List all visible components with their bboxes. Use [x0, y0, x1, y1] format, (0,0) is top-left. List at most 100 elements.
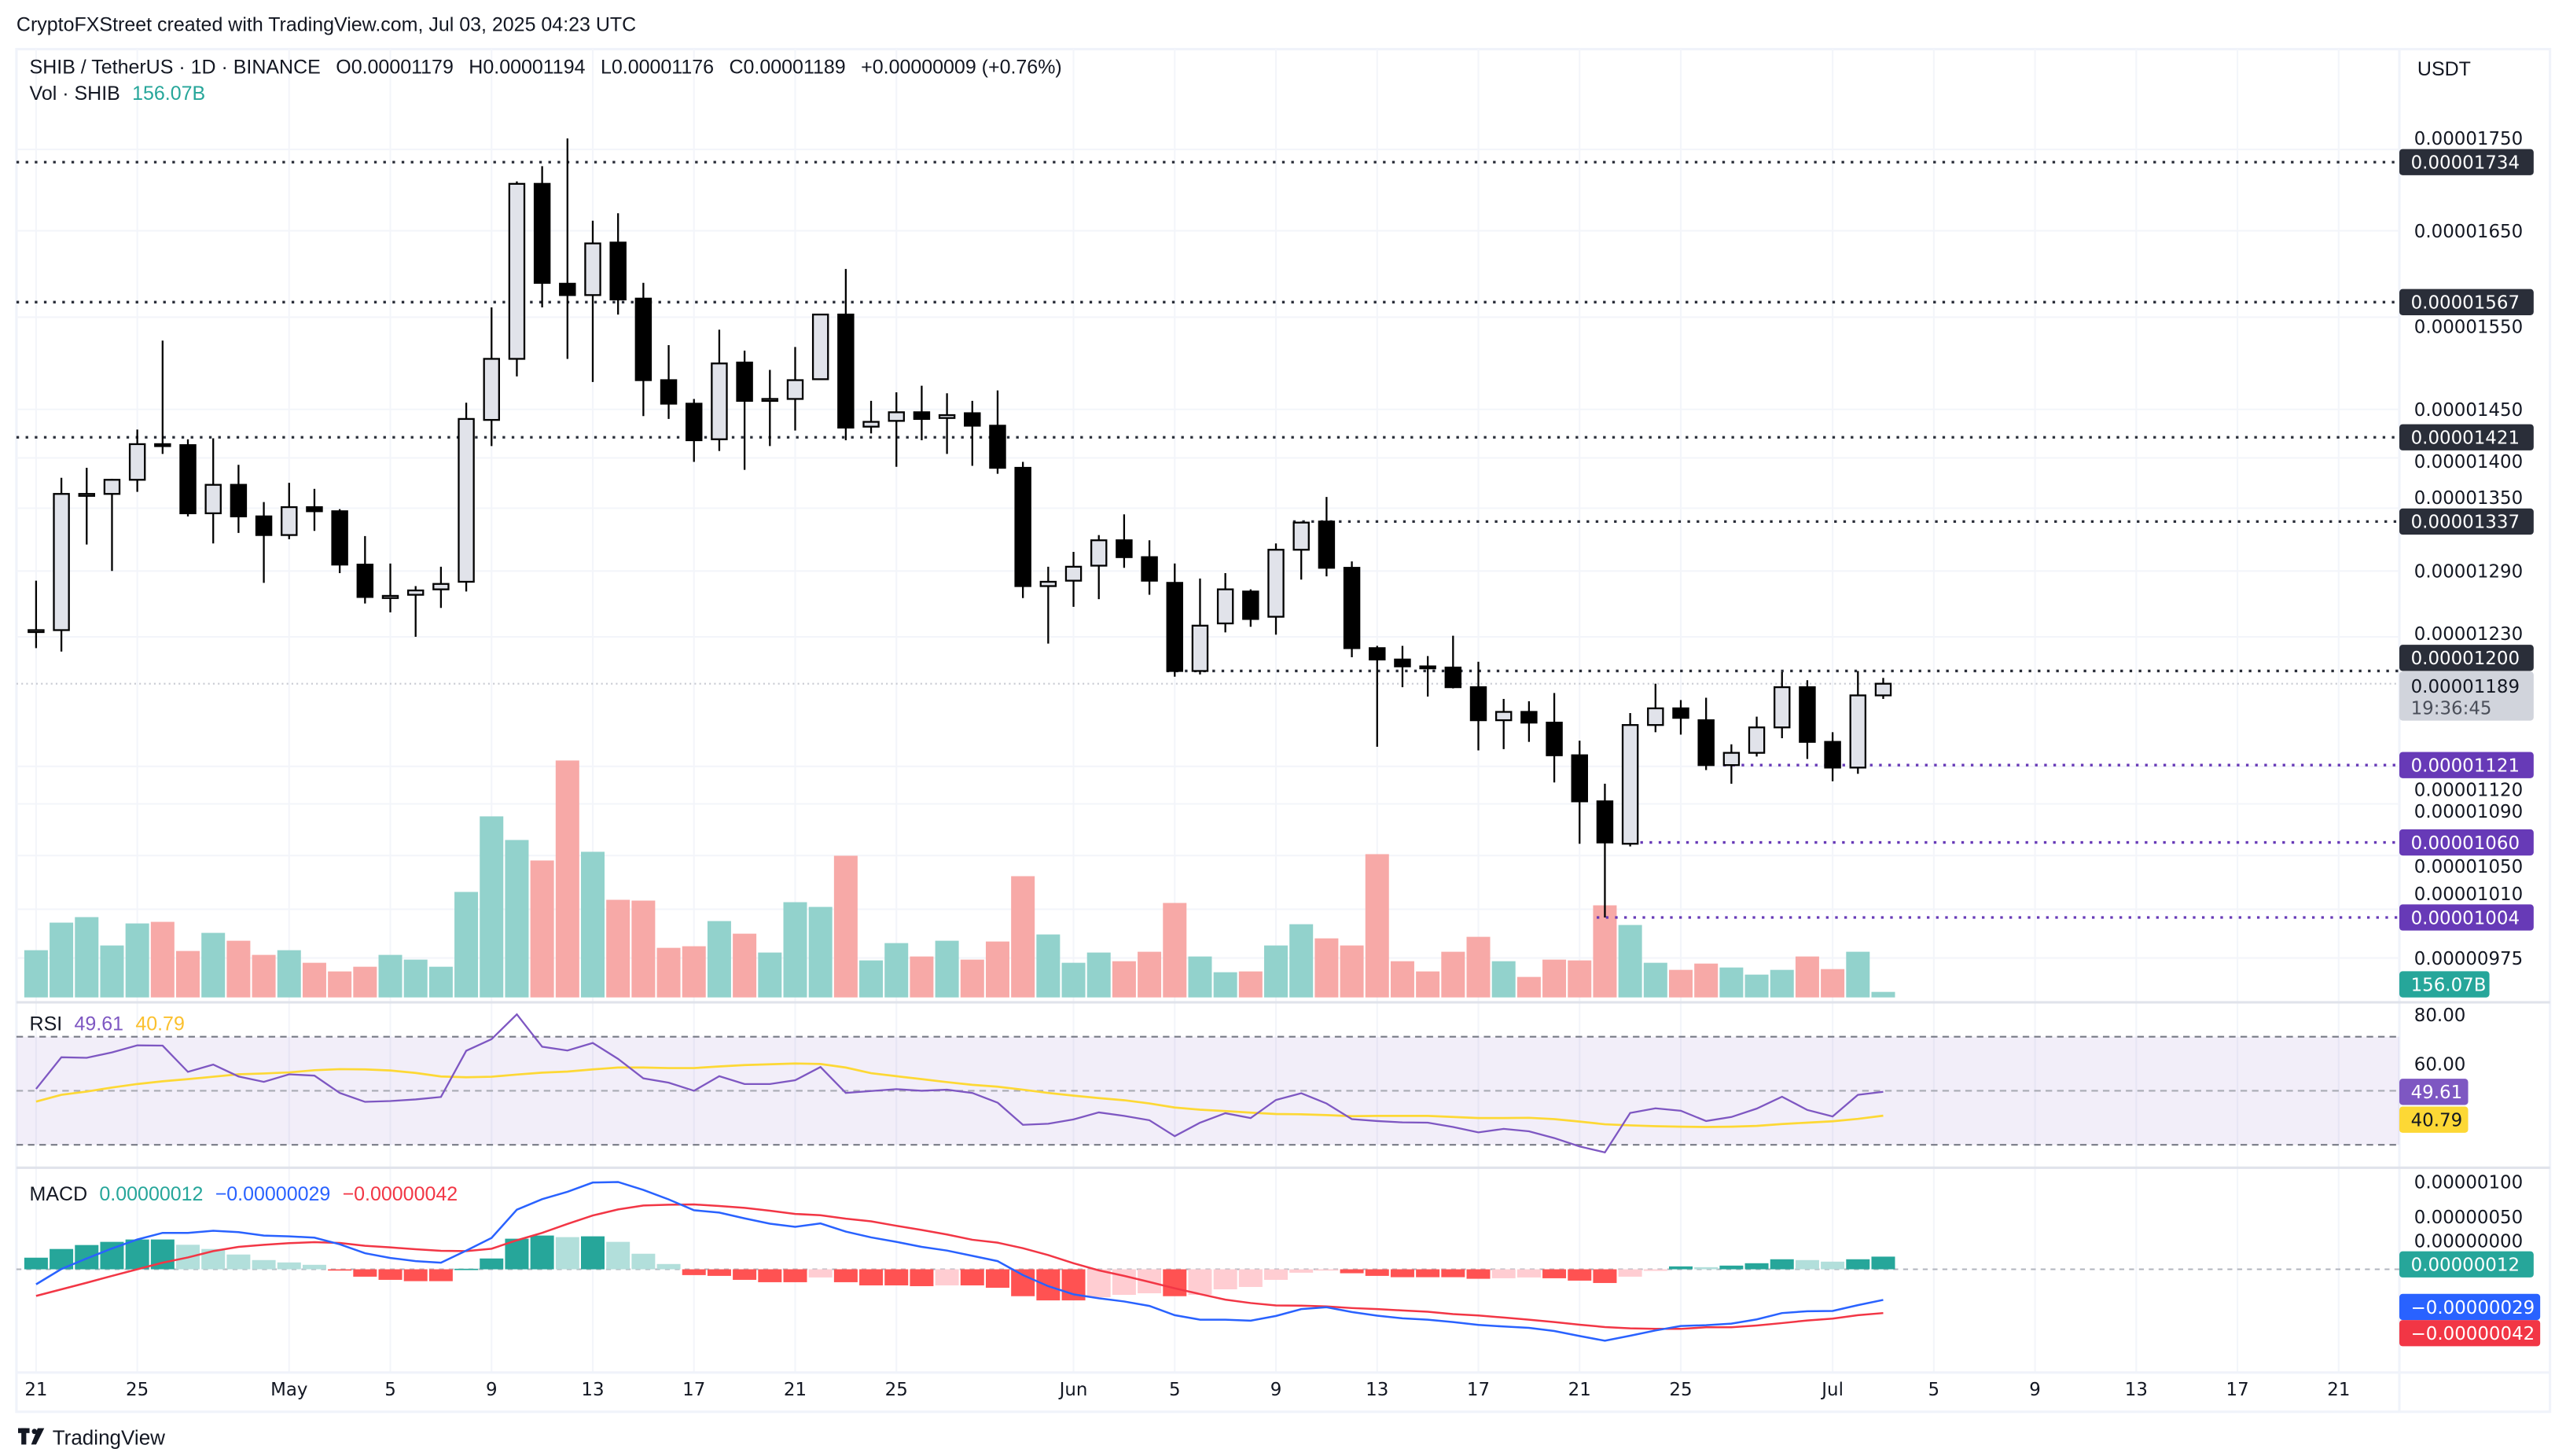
candle[interactable] — [533, 166, 551, 308]
candle[interactable] — [1343, 561, 1361, 657]
candle[interactable] — [1216, 573, 1234, 633]
candle-body — [1116, 539, 1133, 558]
candle[interactable] — [1419, 656, 1436, 697]
candle[interactable] — [381, 563, 399, 612]
macd-histogram-bar — [1238, 1269, 1263, 1287]
volume-bar — [378, 954, 403, 998]
symbol-name[interactable]: SHIB / TetherUS · 1D · BINANCE — [30, 57, 321, 79]
candle[interactable] — [1621, 713, 1639, 847]
candle[interactable] — [128, 429, 146, 492]
candle-body — [1824, 741, 1841, 769]
candle[interactable] — [1799, 680, 1816, 759]
candle[interactable] — [913, 385, 931, 440]
candle[interactable] — [761, 370, 779, 447]
candle[interactable] — [331, 509, 348, 574]
symbol-legend[interactable]: SHIB / TetherUS · 1D · BINANCE O0.000011… — [30, 57, 1062, 79]
candle[interactable] — [1824, 732, 1841, 781]
candle[interactable] — [1722, 744, 1741, 784]
candle[interactable] — [1191, 578, 1209, 675]
candle[interactable] — [634, 282, 653, 417]
macd-histogram-bar — [1795, 1259, 1819, 1270]
candle[interactable] — [584, 220, 601, 382]
candlesticks[interactable] — [28, 138, 1892, 918]
candle[interactable] — [356, 535, 374, 604]
rsi-line — [35, 1013, 1884, 1154]
candle[interactable] — [1444, 635, 1462, 689]
candle[interactable] — [686, 399, 703, 462]
currency-label[interactable]: USDT — [2417, 58, 2471, 80]
candle[interactable] — [660, 344, 678, 419]
candle[interactable] — [508, 181, 526, 377]
candle[interactable] — [1318, 497, 1336, 577]
candle[interactable] — [281, 483, 298, 539]
candle[interactable] — [1242, 589, 1259, 627]
candle[interactable] — [1774, 671, 1791, 739]
candle[interactable] — [1292, 521, 1310, 580]
grid — [16, 49, 2400, 1373]
candle[interactable] — [609, 213, 627, 315]
candle[interactable] — [888, 392, 905, 467]
candle[interactable] — [1520, 700, 1538, 742]
candle[interactable] — [786, 347, 804, 431]
candle[interactable] — [1469, 661, 1487, 751]
candle[interactable] — [53, 477, 70, 652]
rsi-legend-value: 49.61 — [75, 1013, 124, 1035]
candle[interactable] — [1697, 697, 1715, 770]
candle[interactable] — [559, 138, 576, 359]
macd-legend[interactable]: MACD 0.00000012 −0.00000029 −0.00000042 — [30, 1183, 458, 1205]
candle[interactable] — [1394, 645, 1411, 688]
candle[interactable] — [306, 488, 323, 531]
candle-body — [736, 361, 753, 403]
volume-bar — [530, 860, 554, 998]
candle[interactable] — [483, 307, 500, 447]
candle[interactable] — [964, 400, 981, 466]
candle[interactable] — [736, 350, 753, 470]
volume-bar — [1289, 924, 1314, 998]
candle[interactable] — [458, 403, 475, 592]
candle[interactable] — [1546, 693, 1563, 783]
time-axis[interactable]: 21 25 May 5 9 13 17 21 25 Jun 5 9 13 17 21 25 Jul 5 9 13 17 2… — [24, 1380, 2350, 1400]
candle[interactable] — [811, 313, 829, 381]
candle[interactable] — [1571, 741, 1588, 844]
candle[interactable] — [837, 269, 855, 440]
candle[interactable] — [1596, 783, 1614, 918]
candle-body — [584, 242, 601, 296]
candle[interactable] — [1748, 716, 1766, 757]
candle[interactable] — [154, 340, 171, 454]
candle[interactable] — [989, 390, 1006, 474]
candle[interactable] — [1494, 698, 1513, 749]
candle[interactable] — [1874, 678, 1892, 699]
candle[interactable] — [406, 586, 425, 638]
candle[interactable] — [1166, 563, 1184, 677]
candle[interactable] — [1090, 535, 1108, 600]
time-tick-label: 25 — [1669, 1380, 1692, 1400]
candle[interactable] — [432, 566, 450, 609]
candle[interactable] — [711, 329, 728, 451]
candle[interactable] — [255, 502, 273, 583]
price-axis[interactable]: 0.00001750 0.00001650 0.00001550 0.00001450… — [2414, 129, 2523, 1252]
candle[interactable] — [1064, 551, 1083, 607]
candle[interactable] — [230, 465, 248, 533]
candle[interactable] — [1141, 540, 1158, 595]
candle[interactable] — [862, 400, 880, 434]
tradingview-logo[interactable]: TradingView — [17, 1425, 165, 1449]
price-level-label: 0.00001567 — [2399, 289, 2534, 315]
candle[interactable] — [938, 393, 956, 454]
candle[interactable] — [1369, 645, 1386, 747]
candle[interactable] — [1672, 700, 1689, 735]
candle[interactable] — [103, 479, 121, 572]
candle[interactable] — [1116, 514, 1133, 568]
candle[interactable] — [179, 439, 197, 517]
candle[interactable] — [1849, 671, 1867, 774]
rsi-legend[interactable]: RSI 49.61 40.79 — [30, 1013, 185, 1035]
candle[interactable] — [78, 468, 96, 545]
volume-legend[interactable]: Vol · SHIB 156.07B — [30, 83, 206, 105]
candle[interactable] — [1014, 461, 1031, 598]
candle[interactable] — [1647, 683, 1664, 733]
candle[interactable] — [1267, 543, 1285, 635]
candle[interactable] — [204, 438, 222, 544]
candle[interactable] — [28, 580, 45, 649]
candle[interactable] — [1039, 566, 1057, 644]
volume-bar — [606, 899, 630, 998]
